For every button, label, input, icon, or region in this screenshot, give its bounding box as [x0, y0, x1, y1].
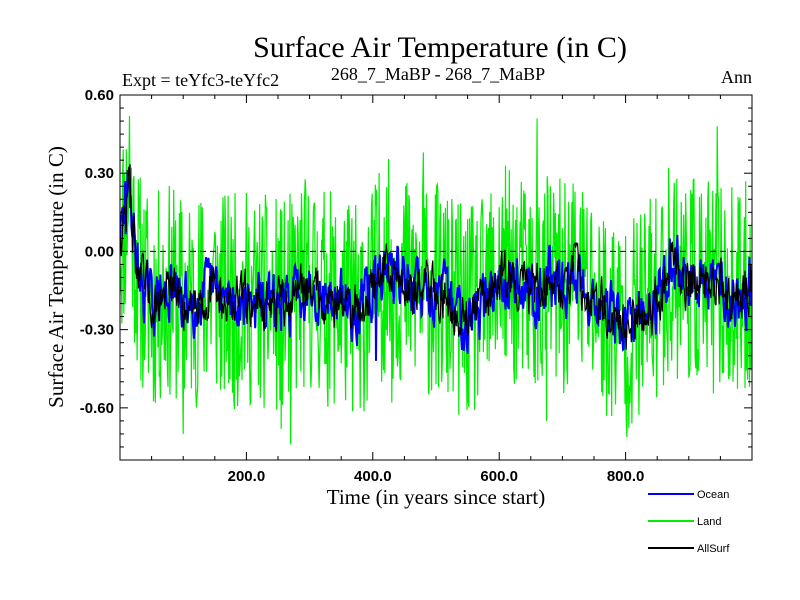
legend-label-allsurf: AllSurf	[697, 543, 730, 555]
y-tick-label: -0.30	[80, 322, 114, 339]
chart-subtitle-left: Expt = teYfc3-teYfc2	[122, 70, 279, 90]
y-tick-label: 0.00	[85, 243, 114, 260]
legend-label-ocean: Ocean	[697, 489, 729, 501]
series-layer	[120, 115, 752, 445]
series-line-allsurf	[120, 164, 752, 350]
y-axis-label: Surface Air Temperature (in C)	[44, 146, 68, 408]
y-ticks: 0.60 0.30 0.00 -0.30 -0.60	[80, 87, 752, 461]
x-tick-label: 200.0	[228, 468, 266, 485]
legend: Ocean Land AllSurf	[648, 489, 730, 555]
x-tick-label: 400.0	[354, 468, 392, 485]
x-tick-label: 600.0	[480, 468, 518, 485]
chart-subtitle-right: Ann	[721, 67, 752, 87]
chart-title: Surface Air Temperature (in C)	[253, 31, 627, 64]
x-axis-label: Time (in years since start)	[327, 485, 546, 509]
chart-subtitle-center: 268_7_MaBP - 268_7_MaBP	[331, 64, 545, 84]
y-tick-label: 0.30	[85, 165, 114, 182]
y-tick-label: -0.60	[80, 400, 114, 417]
y-tick-label: 0.60	[85, 87, 114, 104]
x-tick-label: 800.0	[607, 468, 645, 485]
legend-label-land: Land	[697, 516, 721, 528]
x-ticks: 200.0 400.0 600.0 800.0	[119, 95, 753, 485]
